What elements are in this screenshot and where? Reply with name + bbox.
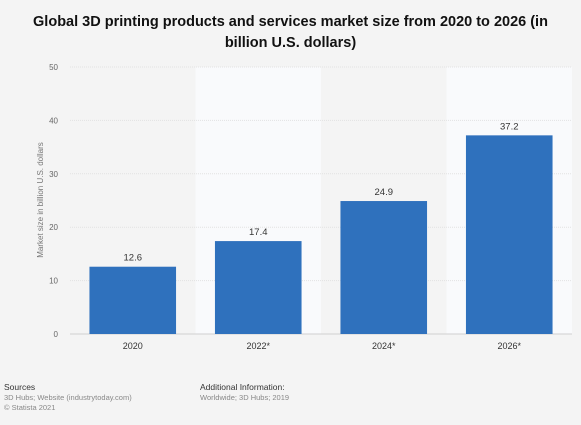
chart-title: Global 3D printing products and services… [33,14,548,51]
additional-info-heading: Additional Information: [200,382,285,392]
y-tick-label: 20 [49,223,58,232]
y-tick-label: 50 [49,63,58,72]
data-label: 24.9 [375,187,394,198]
additional-info-block: Additional Information: Worldwide; 3D Hu… [200,382,289,403]
sources-heading: Sources [4,382,36,392]
data-label: 17.4 [249,227,268,238]
y-tick-label: 40 [49,116,58,125]
data-label: 37.2 [500,121,519,132]
bar[interactable] [214,241,302,334]
x-tick-label: 2024* [372,341,396,351]
bar[interactable] [465,135,553,334]
bar[interactable] [89,266,177,334]
sources-block: Sources 3D Hubs; Website (industrytoday.… [4,382,132,412]
y-tick-label: 0 [54,330,59,339]
additional-info-text: Worldwide; 3D Hubs; 2019 [200,393,290,402]
y-tick-label: 30 [49,170,58,179]
x-tick-label: 2022* [246,341,270,351]
x-tick-label: 2020 [123,341,143,351]
x-tick-label: 2026* [497,341,521,351]
y-axis-label: Market size in billion U.S. dollars [36,142,45,258]
y-tick-label: 10 [49,277,58,286]
sources-text: 3D Hubs; Website (industrytoday.com) [4,393,132,402]
data-label: 12.6 [124,253,143,264]
copyright-text: © Statista 2021 [4,402,56,412]
bar[interactable] [340,201,428,334]
